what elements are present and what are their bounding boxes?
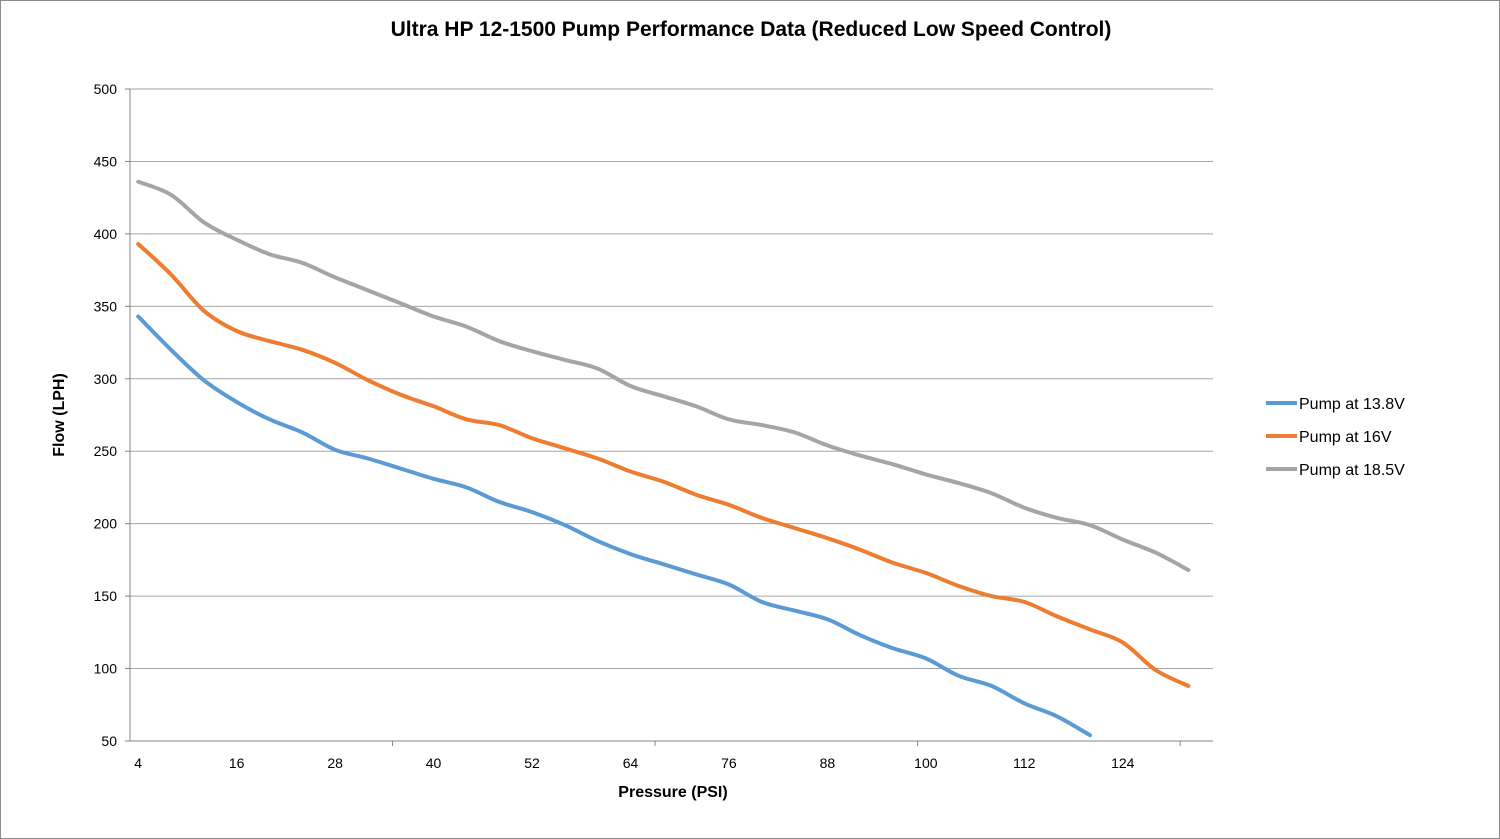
axes: 50 100 150 200 250 300 350 400 450 500 4 16 28 40 52 64… — [94, 81, 1213, 771]
x-tick-label: 64 — [623, 755, 639, 771]
y-tick-label: 200 — [94, 516, 118, 532]
series-lines — [136, 179, 1191, 738]
x-tick-label: 100 — [914, 755, 938, 771]
x-tick-label: 112 — [1013, 755, 1036, 771]
y-tick-label: 400 — [94, 226, 118, 242]
chart-title: Ultra HP 12-1500 Pump Performance Data (… — [391, 18, 1112, 41]
legend-label: Pump at 18.5V — [1299, 462, 1405, 479]
series-line-3 — [136, 179, 1191, 572]
x-axis-label: Pressure (PSI) — [618, 784, 727, 801]
y-tick-label: 350 — [94, 298, 118, 314]
legend-label: Pump at 13.8V — [1299, 396, 1405, 413]
x-tick-label: 88 — [820, 755, 836, 771]
series-line-1 — [136, 314, 1092, 738]
y-axis-label: Flow (LPH) — [51, 373, 68, 457]
x-tick-label: 124 — [1111, 755, 1135, 771]
y-tick-label: 250 — [94, 443, 118, 459]
x-tick-label: 28 — [327, 755, 343, 771]
x-tick-label: 40 — [426, 755, 442, 771]
gridlines — [130, 88, 1213, 670]
x-tick-label: 4 — [134, 755, 142, 771]
legend-label: Pump at 16V — [1299, 429, 1392, 446]
series-line-2 — [136, 242, 1191, 688]
y-tick-label: 150 — [94, 588, 118, 604]
y-tick-label: 100 — [94, 661, 118, 677]
y-tick-label: 450 — [94, 153, 118, 169]
x-tick-label: 76 — [721, 755, 737, 771]
y-tick-label: 300 — [94, 371, 118, 387]
legend: Pump at 13.8V Pump at 16V Pump at 18.5V — [1266, 396, 1405, 479]
x-tick-label: 52 — [524, 755, 540, 771]
y-tick-label: 50 — [101, 733, 117, 749]
y-tick-label: 500 — [94, 81, 118, 97]
x-tick-label: 16 — [229, 755, 245, 771]
